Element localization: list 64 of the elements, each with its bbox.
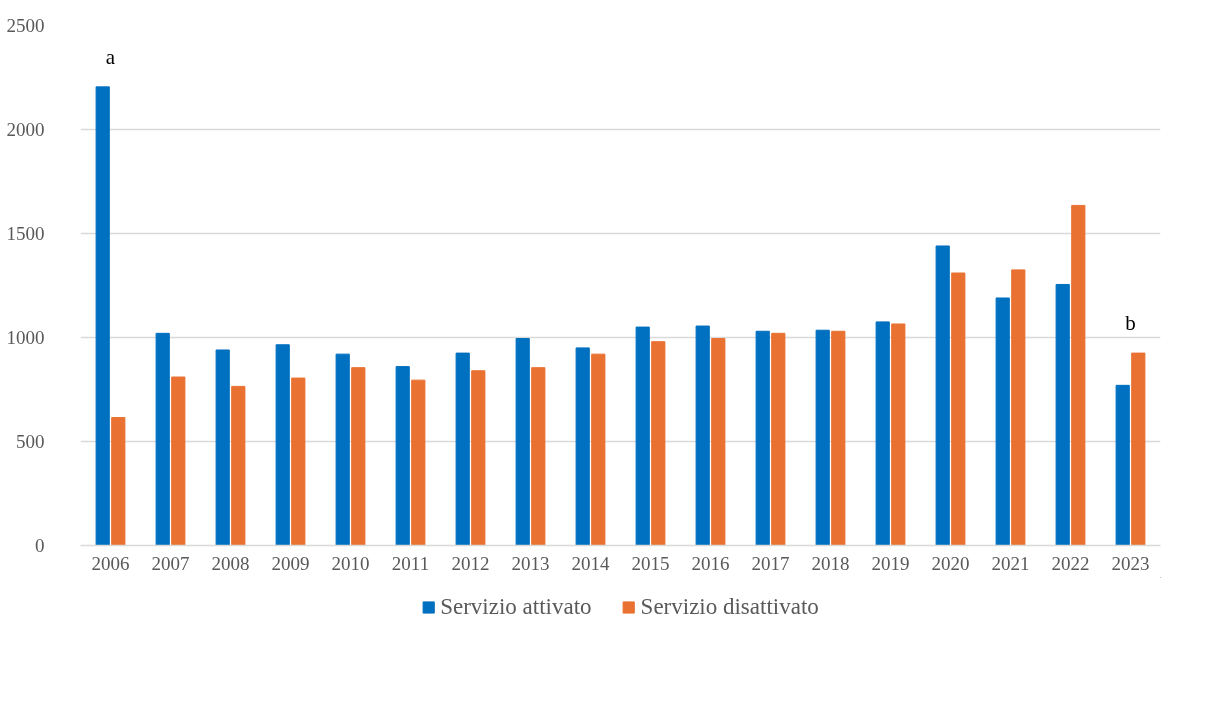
bar [1131,352,1146,546]
bar [591,353,606,546]
x-tick-label: 2009 [271,552,310,574]
bar [1115,384,1130,546]
bar [351,367,366,546]
bar [275,344,290,546]
bar [411,379,426,546]
bar [755,330,770,546]
bar [771,332,786,546]
x-tick-label: 2007 [151,552,190,574]
x-tick-label: 2008 [211,552,250,574]
x-tick-label: 2010 [331,552,370,574]
bar [455,352,470,546]
annotation: a [105,44,116,69]
x-tick-label: 2013 [511,552,550,574]
x-tick-label: 2017 [751,552,790,574]
y-tick-label: 1000 [6,327,45,348]
bar [711,338,726,546]
bar [515,338,530,546]
bar [335,353,350,546]
bar [291,377,306,546]
y-tick-label: 2000 [6,119,45,140]
bar [95,86,110,546]
bar [1011,269,1026,546]
bar [935,245,950,546]
y-tick-label: 1500 [6,223,45,244]
bar [695,325,710,546]
y-tick-label: 500 [16,431,45,452]
legend-label: Servizio attivato [440,594,592,620]
bar [1071,204,1086,546]
bar [831,330,846,546]
bar [875,321,890,546]
bar [155,332,170,546]
x-tick-label: 2023 [1111,552,1150,574]
x-tick-label: 2022 [1051,552,1090,574]
x-tick-label: 2016 [691,552,730,574]
bar [471,370,486,546]
bar [651,341,666,546]
x-tick-label: 2012 [451,552,490,574]
x-tick-label: 2018 [811,552,850,574]
bar [231,385,246,546]
legend-label: Servizio disattivato [640,594,819,620]
bar [995,297,1010,546]
bar [951,272,966,546]
x-tick-label: 2020 [931,552,970,574]
bar [575,347,590,546]
bar [111,417,126,546]
bar [815,329,830,546]
x-tick-label: 2011 [391,552,430,574]
bar [171,376,186,546]
x-tick-label: 2006 [91,552,130,574]
y-tick-label: 2500 [6,15,45,36]
x-tick-label: 2014 [571,552,610,574]
bar [395,366,410,546]
bar [635,326,650,546]
bar [531,367,546,546]
x-tick-label: 2021 [991,552,1030,574]
x-tick-label: 2019 [871,552,910,574]
bar [215,349,230,546]
x-tick-label: 2015 [631,552,670,574]
annotation: b [1125,310,1136,335]
bar [1055,283,1070,546]
y-tick-label: 0 [35,535,45,556]
bar [891,323,906,546]
